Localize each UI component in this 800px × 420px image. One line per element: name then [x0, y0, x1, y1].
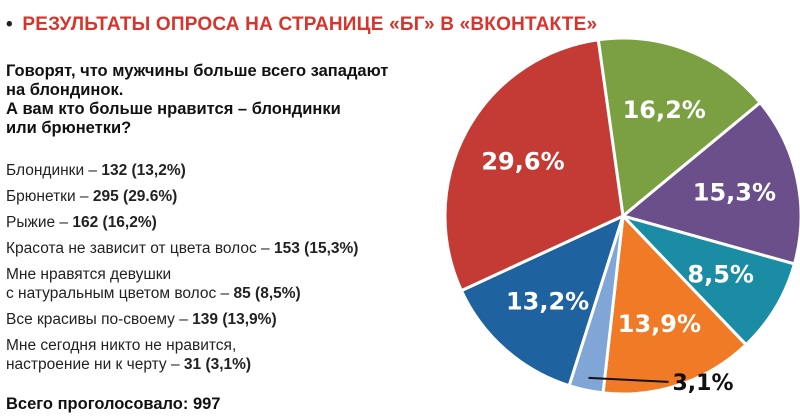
slice-label: 16,2% — [623, 96, 706, 124]
answer-redhead: Рыжие – 162 (16,2%) — [6, 213, 446, 232]
question-line: А вам кто больше нравится – блондинки — [6, 100, 341, 118]
total-votes: Всего проголосовало: 997 — [6, 395, 221, 413]
answer-text: Блондинки – — [6, 162, 102, 179]
question-line: Говорят, что мужчины больше всего запада… — [6, 62, 389, 80]
answer-count: 132 (13,2%) — [101, 162, 186, 179]
answer-list: Блондинки – 132 (13,2%) Брюнетки – 295 (… — [6, 161, 446, 381]
slice-leader-line — [588, 376, 669, 383]
slice-label: 3,1% — [673, 371, 734, 396]
question-line: на блондинок. — [6, 81, 124, 99]
answer-text: с натуральным цветом волос – — [6, 285, 234, 302]
slice-label: 15,3% — [693, 178, 776, 206]
survey-question: Говорят, что мужчины больше всего запада… — [6, 62, 466, 138]
answer-natural-hair: Мне нравятся девушки с натуральным цвето… — [6, 265, 446, 303]
answer-text: Рыжие – — [6, 214, 73, 231]
pie-slice — [596, 36, 762, 218]
pie-slice — [601, 214, 748, 396]
answer-nobody: Мне сегодня никто не нравится, настроени… — [6, 336, 446, 374]
answer-text: Брюнетки – — [6, 188, 93, 205]
answer-count: 153 (15,3%) — [274, 240, 359, 257]
answer-text: настроение ни к черту – — [6, 356, 184, 373]
answer-count: 85 (8,5%) — [233, 285, 301, 302]
pie-slices — [443, 36, 800, 396]
pie-labels: 16,2% 15,3% 8,5% 13,9% 3,1% 13,2% 29,6% — [481, 96, 776, 396]
slice-label: 8,5% — [687, 261, 754, 289]
answer-any-hair: Красота не зависит от цвета волос – 153 … — [6, 239, 446, 258]
answer-all-beautiful: Все красивы по-своему – 139 (13,9%) — [6, 310, 446, 329]
answer-text: Мне сегодня никто не нравится, — [6, 337, 237, 354]
pie-slice — [621, 214, 796, 347]
slice-label: 13,9% — [618, 310, 701, 338]
pie-slice — [443, 38, 625, 293]
header-bullet: • — [6, 14, 13, 35]
answer-count: 295 (29.6%) — [92, 188, 178, 205]
answer-text: Мне нравятся девушки — [6, 266, 172, 283]
question-line: или брюнетки? — [6, 119, 132, 137]
answer-count: 31 (3,1%) — [183, 356, 252, 373]
header-title: РЕЗУЛЬТАТЫ ОПРОСА НА СТРАНИЦЕ «БГ» В «ВК… — [22, 14, 598, 35]
answer-blonde: Блондинки – 132 (13,2%) — [6, 161, 446, 180]
slice-label: 29,6% — [481, 147, 564, 175]
slice-label: 13,2% — [506, 287, 589, 315]
answer-brunette: Брюнетки – 295 (29.6%) — [6, 187, 446, 206]
answer-count: 162 (16,2%) — [72, 214, 157, 231]
survey-header: • РЕЗУЛЬТАТЫ ОПРОСА НА СТРАНИЦЕ «БГ» В «… — [6, 14, 597, 36]
pie-slice — [459, 214, 625, 388]
answer-text: Красота не зависит от цвета волос – — [6, 240, 274, 257]
answer-text: Все красивы по-своему – — [6, 311, 193, 328]
answer-count: 139 (13,9%) — [192, 311, 277, 328]
pie-slice — [621, 101, 800, 266]
